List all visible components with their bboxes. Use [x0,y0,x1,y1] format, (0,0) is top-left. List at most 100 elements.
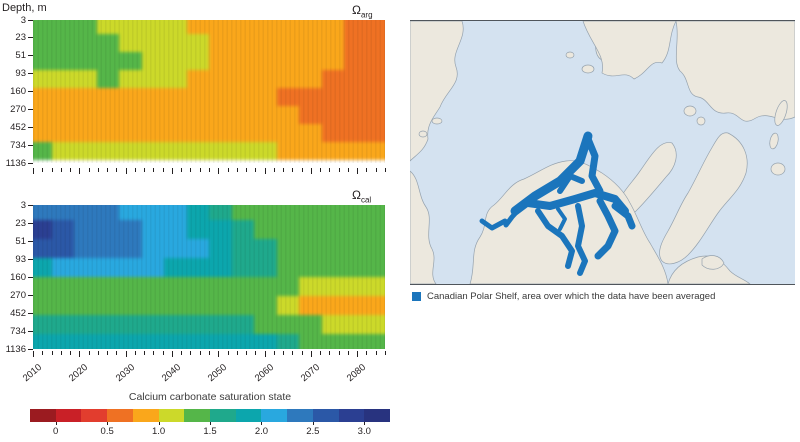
heatmap-cell [231,277,254,296]
x-minor-tick [199,351,201,355]
heatmap-cell [141,124,164,143]
heatmap-cell [231,142,254,161]
heatmap-cell [96,334,119,349]
heatmap-cell [119,258,142,277]
heatmap-cell [119,34,142,53]
heatmap-cell [186,296,209,315]
heatmap-row [33,334,385,349]
heatmap-cell [51,334,74,349]
depth-tick [28,91,33,92]
x-minor-tick [153,168,155,172]
depth-tick [28,276,33,278]
heatmap-cell [119,239,142,258]
heatmap-cell [164,220,187,239]
heatmap-cell [254,142,277,161]
x-minor-tick [347,351,349,355]
land-greenland [659,132,748,265]
x-minor-tick [338,168,340,172]
heatmap-cell [366,106,385,125]
heatmap-cell [51,106,74,125]
x-minor-tick [42,168,44,172]
heatmap-cell [321,70,344,89]
polar-shelf-highlight [479,131,636,276]
heatmap-cell [209,106,232,125]
x-minor-tick [107,351,109,355]
heatmap-cell [231,124,254,143]
heatmap-cell [164,205,187,220]
x-minor-tick [116,168,118,172]
heatmap-cell [344,205,367,220]
map-legend: Canadian Polar Shelf, area over which th… [412,291,715,302]
heatmap-cell [51,88,74,107]
colorbar-segment [338,409,365,422]
heatmap-cell [164,334,187,349]
heatmap-cell [299,205,322,220]
heatmap-cell [164,239,187,258]
x-minor-tick [60,351,62,355]
legend-swatch [412,292,421,301]
x-minor-tick [144,351,146,355]
heatmap-cell [276,205,299,220]
heatmap-cell [254,205,277,220]
colorbar-segment [132,409,159,422]
x-minor-tick [227,351,229,355]
heatmap-cell [254,34,277,53]
heatmap-cell [254,70,277,89]
x-minor-tick [347,168,349,172]
heatmap-cell [51,220,74,239]
heatmap-cell [209,296,232,315]
depth-tick-label: 3 [20,199,26,211]
depth-tick-label: 3 [20,14,26,26]
x-minor-tick [134,168,136,172]
land-eurasia-main [675,20,796,122]
x-minor-tick [301,168,303,172]
heatmap-cell [74,52,97,71]
depth-tick-label: 23 [15,217,26,229]
depth-tick [28,240,33,242]
heatmap-cell [299,277,322,296]
land-left [409,20,464,162]
x-minor-tick [116,351,118,355]
heatmap-cell [96,258,119,277]
heatmap-cell [74,205,97,220]
heatmap-cell [321,124,344,143]
heatmap-cell [186,142,209,161]
depth-tick [28,55,33,57]
x-minor-tick [70,168,72,172]
heatmap-cell [186,220,209,239]
heatmap-cell [231,52,254,71]
heatmap-cell [254,124,277,143]
heatmap-cell [186,34,209,53]
heatmap-cell [344,220,367,239]
depth-tick [28,294,33,296]
heatmap-cell [254,296,277,315]
heatmap-cell [344,106,367,125]
depth-tick [28,162,33,164]
heatmap-cell [321,52,344,71]
heatmap-cell [276,220,299,239]
heatmap-cell [96,88,119,107]
heatmap-cell [74,106,97,125]
heatmap-cell [321,34,344,53]
depth-tick [28,73,33,75]
heatmap-cell [299,142,322,161]
heatmap-cell [96,142,119,161]
heatmap-cell [299,296,322,315]
heatmap-cell [186,106,209,125]
heatmap-cell [186,124,209,143]
heatmap-cell [231,315,254,334]
heatmap-cell [33,258,52,277]
x-minor-tick [301,351,303,355]
heatmap-cell [344,88,367,107]
heatmap-cell [33,20,52,35]
depth-tick [28,19,33,21]
heatmap-cell [344,277,367,296]
heatmap-cell [96,106,119,125]
heatmap-cell [33,34,52,53]
heatmap-cell [141,70,164,89]
heatmap-cell [366,52,385,71]
heatmap-row [33,52,385,71]
heatmap-cell [141,334,164,349]
depth-tick-label: 452 [10,307,26,319]
x-minor-tick [60,168,62,172]
